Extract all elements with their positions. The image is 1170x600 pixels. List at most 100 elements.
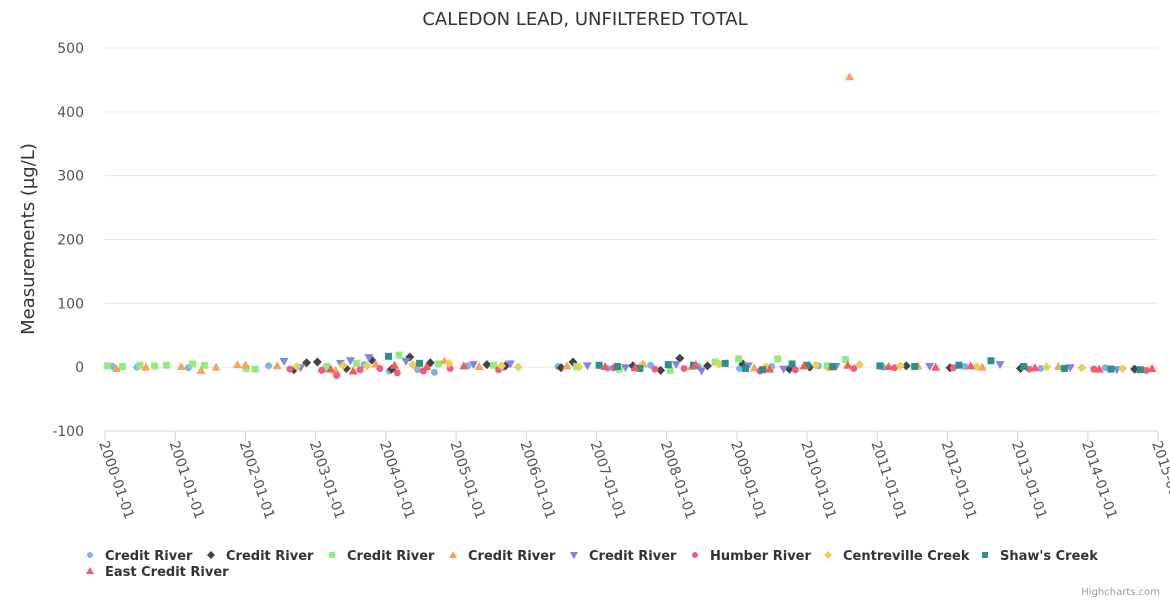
data-point[interactable] [799,361,809,370]
data-point[interactable] [395,351,403,359]
data-point[interactable] [666,366,674,374]
data-point[interactable] [496,361,506,371]
data-point[interactable] [823,362,831,370]
data-point[interactable] [196,365,206,374]
data-point[interactable] [925,363,935,372]
data-point[interactable] [326,364,336,373]
data-point[interactable] [1065,364,1075,373]
data-point[interactable] [401,357,411,366]
data-point[interactable] [829,363,837,371]
data-point[interactable] [474,362,484,371]
legend-symbol[interactable] [449,551,457,558]
data-point[interactable] [459,361,469,370]
data-point[interactable] [765,364,775,373]
credits-link[interactable]: Highcharts.com [1081,587,1160,598]
data-point[interactable] [1142,366,1150,374]
data-point[interactable] [338,360,348,370]
data-point[interactable] [966,361,976,370]
data-point[interactable] [955,361,963,369]
data-point[interactable] [1147,363,1157,372]
data-point[interactable] [118,363,126,371]
data-point[interactable] [656,365,666,375]
data-point[interactable] [664,361,672,369]
data-point[interactable] [389,360,399,369]
data-point[interactable] [136,361,144,369]
data-point[interactable] [613,363,621,371]
data-point[interactable] [384,352,392,360]
data-point[interactable] [112,363,122,372]
data-point[interactable] [961,363,969,371]
data-point[interactable] [759,366,767,374]
data-point[interactable] [735,355,743,363]
data-point[interactable] [1107,365,1115,373]
legend-symbol[interactable] [87,552,93,558]
plot-area[interactable] [104,72,1157,379]
data-point[interactable] [884,362,894,371]
data-point[interactable] [189,360,197,368]
data-point[interactable] [675,353,685,363]
data-point[interactable] [176,362,186,371]
data-point[interactable] [162,361,170,369]
data-point[interactable] [843,360,853,369]
legend-item[interactable]: Humber River [692,549,811,564]
data-point[interactable] [444,358,454,368]
data-point[interactable] [774,355,782,363]
data-point[interactable] [680,364,688,372]
data-point[interactable] [803,361,811,369]
data-point[interactable] [272,361,282,370]
data-point[interactable] [232,360,242,369]
data-point[interactable] [323,363,331,371]
data-point[interactable] [671,361,681,370]
data-point[interactable] [855,360,865,370]
data-point[interactable] [292,362,302,372]
data-point[interactable] [845,72,855,81]
data-point[interactable] [1136,366,1144,374]
data-point[interactable] [482,360,492,370]
data-point[interactable] [842,356,850,364]
data-point[interactable] [333,371,341,379]
data-point[interactable] [505,360,515,369]
data-point[interactable] [200,361,208,369]
legend-item[interactable]: Shaw's Creek [982,549,1098,564]
data-point[interactable] [636,364,644,372]
data-point[interactable] [1020,363,1028,371]
data-point[interactable] [779,365,789,374]
data-point[interactable] [949,364,957,372]
data-point[interactable] [312,357,322,367]
data-point[interactable] [240,360,250,369]
data-point[interactable] [977,362,987,371]
data-point[interactable] [513,362,523,372]
legend-symbol[interactable] [824,551,832,559]
data-point[interactable] [318,366,326,374]
data-point[interactable] [691,360,701,369]
data-point[interactable] [620,364,630,373]
data-point[interactable] [1090,365,1098,373]
legend-item[interactable]: Centreville Creek [824,549,970,564]
data-point[interactable] [556,363,566,373]
data-point[interactable] [811,360,821,370]
data-point[interactable] [876,362,884,370]
data-point[interactable] [265,362,273,370]
data-point[interactable] [895,361,905,371]
legend-item[interactable]: East Credit River [86,565,229,580]
legend-item[interactable]: Credit River [449,549,556,564]
data-point[interactable] [911,363,919,371]
data-point[interactable] [1130,364,1140,374]
data-point[interactable] [995,361,1005,370]
data-point[interactable] [850,364,858,372]
data-point[interactable] [791,366,799,374]
data-point[interactable] [901,361,911,371]
data-point[interactable] [362,361,372,371]
data-point[interactable] [742,364,750,372]
data-point[interactable] [279,357,289,366]
data-point[interactable] [490,361,498,369]
data-point[interactable] [630,363,640,372]
data-point[interactable] [434,360,442,368]
legend-item[interactable]: Credit River [570,549,677,564]
data-point[interactable] [364,354,374,363]
data-point[interactable] [430,368,438,376]
data-point[interactable] [562,361,572,370]
data-point[interactable] [582,362,592,371]
legend-symbol[interactable] [207,551,215,559]
data-point[interactable] [600,362,610,371]
